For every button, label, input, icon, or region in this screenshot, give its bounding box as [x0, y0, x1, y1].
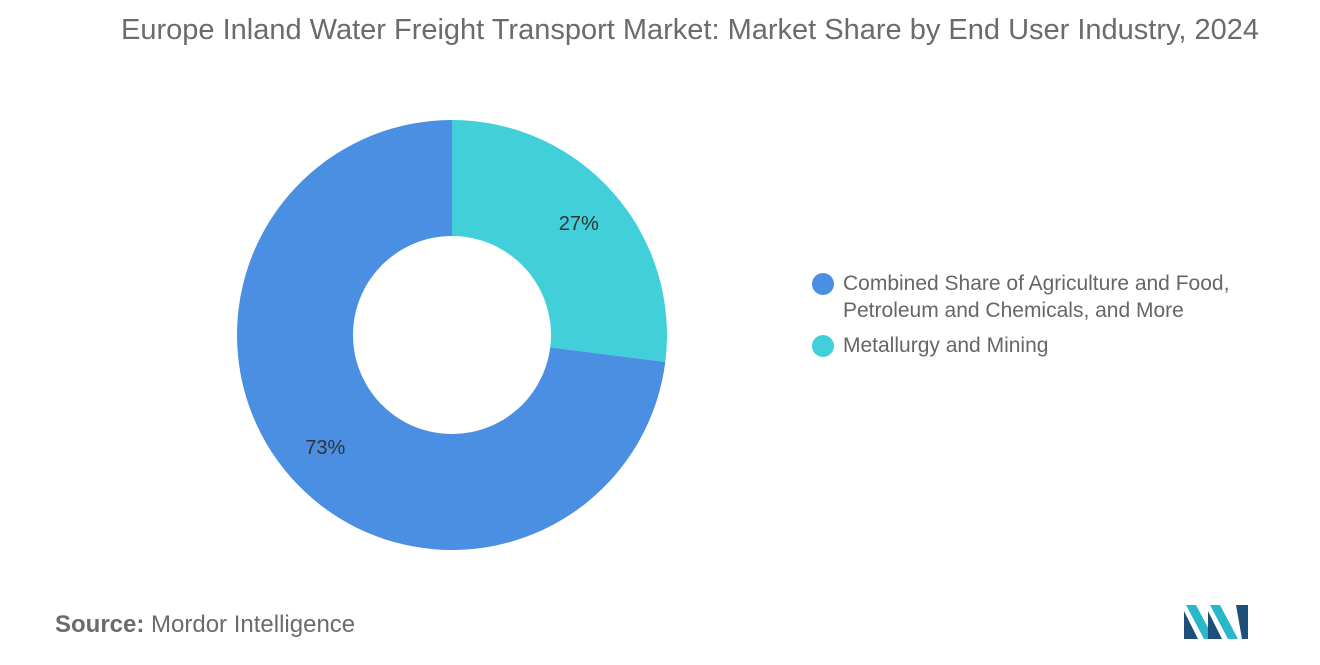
- chart-title: Europe Inland Water Freight Transport Ma…: [121, 14, 1259, 46]
- donut-slice-combined-share: [237, 120, 666, 550]
- logo-shape-5: [1236, 605, 1248, 639]
- data-label-metallurgy-mining: 27%: [559, 213, 599, 235]
- legend-item-metallurgy-mining: Metallurgy and Mining: [812, 332, 1282, 359]
- legend-label-metallurgy-mining: Metallurgy and Mining: [843, 334, 1049, 357]
- legend-label-combined-share: Combined Share of Agriculture and Food, …: [843, 272, 1230, 322]
- mordor-intelligence-logo-icon: [1184, 605, 1248, 639]
- source-label: Source:: [55, 611, 145, 638]
- donut-slice-metallurgy-mining: [452, 120, 667, 362]
- legend: Combined Share of Agriculture and Food, …: [812, 270, 1282, 367]
- logo-shape-4: [1210, 605, 1238, 639]
- legend-swatch-combined-share: [812, 273, 834, 295]
- source-note: Source: Mordor Intelligence: [55, 611, 355, 639]
- logo-shape-3: [1208, 611, 1222, 639]
- logo-shape-2: [1186, 605, 1214, 639]
- data-label-combined-share: 73%: [305, 437, 345, 459]
- logo-shape-1: [1184, 611, 1198, 639]
- source-text: Mordor Intelligence: [151, 611, 356, 638]
- legend-swatch-metallurgy-mining: [812, 335, 834, 357]
- legend-item-combined-share: Combined Share of Agriculture and Food, …: [812, 270, 1282, 324]
